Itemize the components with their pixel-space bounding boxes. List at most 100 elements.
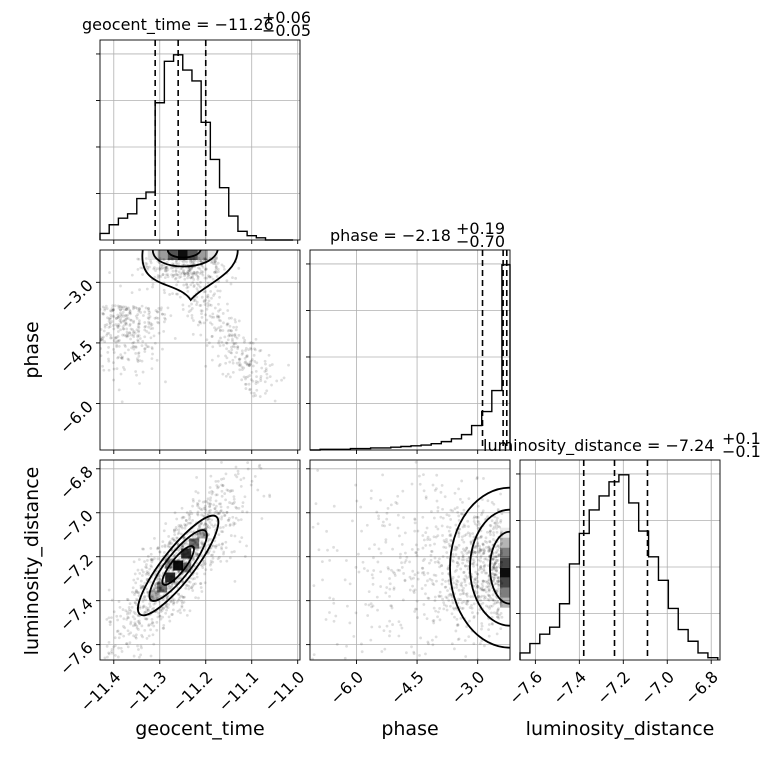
sample-point-luminosity_distance_vs_geocent_time-483 [124, 609, 128, 613]
sample-point-phase_vs_geocent_time-591 [138, 359, 142, 362]
sample-point-phase_vs_geocent_time-90 [169, 314, 173, 318]
sample-point-luminosity_distance_vs_phase-939 [381, 524, 384, 527]
sample-point-phase_vs_geocent_time-649 [125, 308, 128, 311]
sample-point-phase_vs_geocent_time-74 [102, 368, 106, 372]
sample-point-luminosity_distance_vs_phase-270 [489, 529, 492, 533]
sample-point-luminosity_distance_vs_geocent_time-94 [93, 655, 96, 658]
sample-point-luminosity_distance_vs_geocent_time-715 [145, 563, 148, 566]
sample-point-phase_vs_geocent_time-545 [116, 315, 120, 319]
sample-point-phase_vs_geocent_time-500 [100, 339, 103, 342]
sample-point-luminosity_distance_vs_phase-137 [418, 482, 422, 486]
sample-point-phase_vs_geocent_time-653 [165, 273, 168, 277]
sample-point-luminosity_distance_vs_geocent_time-212 [205, 523, 209, 527]
sample-point-phase_vs_geocent_time-508 [136, 360, 140, 363]
contour-phase_vs_geocent_time-2 [166, 250, 202, 259]
sample-point-luminosity_distance_vs_phase-553 [485, 585, 489, 589]
sample-point-phase_vs_geocent_time-691 [115, 316, 118, 320]
sample-point-phase_vs_geocent_time-754 [268, 375, 272, 379]
sample-point-luminosity_distance_vs_geocent_time-200 [220, 515, 224, 519]
sample-point-phase_vs_geocent_time-347 [215, 315, 219, 319]
sample-point-luminosity_distance_vs_geocent_time-360 [188, 517, 191, 521]
sample-point-luminosity_distance_vs_geocent_time-1012 [210, 518, 214, 522]
sample-point-luminosity_distance_vs_geocent_time-798 [206, 497, 210, 501]
sample-point-luminosity_distance_vs_phase-281 [447, 514, 451, 518]
sample-point-phase_vs_geocent_time-494 [109, 309, 112, 313]
sample-point-phase_vs_geocent_time-479 [244, 387, 248, 390]
sample-point-phase_vs_geocent_time-448 [100, 338, 102, 341]
sample-point-luminosity_distance_vs_geocent_time-87 [161, 540, 165, 544]
sample-point-luminosity_distance_vs_geocent_time-949 [211, 560, 215, 564]
sample-point-luminosity_distance_vs_geocent_time-711 [134, 612, 137, 616]
sample-point-luminosity_distance_vs_geocent_time-985 [227, 516, 231, 520]
sample-point-luminosity_distance_vs_geocent_time-719 [152, 586, 156, 590]
sample-point-luminosity_distance_vs_geocent_time-827 [191, 584, 195, 588]
sample-point-luminosity_distance_vs_geocent_time-68 [170, 537, 174, 541]
sample-point-luminosity_distance_vs_phase-502 [416, 571, 420, 575]
sample-point-luminosity_distance_vs_geocent_time-727 [158, 577, 162, 581]
sample-point-luminosity_distance_vs_geocent_time-446 [145, 617, 148, 621]
sample-point-luminosity_distance_vs_phase-365 [405, 555, 409, 559]
y-tick-label-luminosity_distance-3: −7.0 [56, 506, 97, 547]
sample-point-luminosity_distance_vs_phase-858 [492, 563, 496, 567]
sample-point-luminosity_distance_vs_geocent_time-1053 [242, 476, 246, 480]
sample-point-luminosity_distance_vs_geocent_time-1008 [136, 568, 140, 572]
sample-point-luminosity_distance_vs_phase-692 [425, 617, 429, 621]
sample-point-luminosity_distance_vs_geocent_time-812 [228, 501, 231, 504]
sample-point-phase_vs_geocent_time-831 [85, 318, 88, 321]
sample-point-luminosity_distance_vs_phase-399 [480, 639, 484, 643]
sample-point-luminosity_distance_vs_phase-323 [499, 537, 503, 541]
sample-point-luminosity_distance_vs_geocent_time-328 [178, 570, 181, 574]
x-axis-label-geocent-time: geocent_time [135, 718, 264, 740]
sample-point-luminosity_distance_vs_phase-870 [500, 615, 504, 619]
sample-point-phase_vs_geocent_time-12 [174, 260, 178, 264]
sample-point-phase_vs_geocent_time-27 [137, 257, 141, 261]
sample-point-luminosity_distance_vs_phase-76 [437, 595, 441, 598]
sample-point-luminosity_distance_vs_phase-245 [495, 519, 499, 523]
sample-point-luminosity_distance_vs_geocent_time-307 [108, 623, 112, 627]
sample-point-luminosity_distance_vs_phase-708 [487, 598, 491, 602]
sample-point-phase_vs_geocent_time-559 [123, 343, 127, 347]
sample-point-luminosity_distance_vs_phase-311 [494, 566, 498, 570]
density-cell-luminosity_distance_vs_geocent_time-4 [189, 538, 200, 549]
sample-point-phase_vs_geocent_time-829 [137, 329, 141, 333]
sample-point-phase_vs_geocent_time-279 [131, 345, 135, 348]
sample-point-luminosity_distance_vs_phase-913 [475, 515, 479, 519]
title-geocent-time-text: geocent_time = −11.26 [82, 15, 274, 35]
sample-point-phase_vs_geocent_time-109 [161, 266, 164, 270]
sample-point-luminosity_distance_vs_geocent_time-722 [208, 486, 212, 489]
sample-point-luminosity_distance_vs_geocent_time-15 [181, 544, 185, 548]
sample-point-luminosity_distance_vs_geocent_time-258 [142, 595, 146, 599]
sample-point-luminosity_distance_vs_geocent_time-668 [147, 624, 151, 628]
sample-point-phase_vs_geocent_time-632 [204, 257, 207, 261]
sample-point-luminosity_distance_vs_geocent_time-382 [206, 517, 210, 521]
sample-point-luminosity_distance_vs_geocent_time-1034 [169, 585, 173, 589]
sample-point-luminosity_distance_vs_phase-851 [394, 500, 398, 504]
sample-point-luminosity_distance_vs_phase-470 [230, 527, 233, 530]
sample-point-luminosity_distance_vs_geocent_time-393 [126, 610, 129, 614]
sample-point-luminosity_distance_vs_phase-956 [460, 535, 464, 539]
sample-point-luminosity_distance_vs_geocent_time-666 [237, 506, 241, 510]
sample-point-luminosity_distance_vs_geocent_time-395 [233, 522, 237, 525]
sample-point-luminosity_distance_vs_phase-97 [476, 536, 480, 540]
sample-point-phase_vs_geocent_time-312 [115, 367, 119, 371]
sample-point-phase_vs_geocent_time-814 [243, 382, 247, 386]
sample-point-luminosity_distance_vs_phase-832 [434, 635, 438, 639]
sample-point-phase_vs_geocent_time-481 [267, 353, 271, 357]
sample-point-phase_vs_geocent_time-748 [119, 320, 123, 324]
sample-point-phase_vs_geocent_time-405 [164, 269, 168, 273]
sample-point-phase_vs_geocent_time-434 [224, 354, 227, 358]
sample-point-phase_vs_geocent_time-700 [124, 321, 128, 325]
sample-point-luminosity_distance_vs_geocent_time-930 [300, 423, 303, 426]
sample-point-luminosity_distance_vs_phase-285 [487, 594, 491, 597]
sample-point-luminosity_distance_vs_geocent_time-294 [139, 586, 143, 590]
sample-point-phase_vs_geocent_time-235 [185, 286, 189, 290]
sample-point-phase_vs_geocent_time-246 [244, 355, 248, 358]
sample-point-phase_vs_geocent_time-505 [124, 308, 128, 312]
sample-point-luminosity_distance_vs_phase-487 [430, 638, 434, 642]
sample-point-luminosity_distance_vs_phase-287 [464, 655, 468, 658]
sample-point-luminosity_distance_vs_phase-406 [414, 460, 418, 464]
sample-point-phase_vs_geocent_time-79 [123, 313, 127, 317]
sample-point-phase_vs_geocent_time-838 [210, 296, 213, 300]
sample-point-luminosity_distance_vs_geocent_time-787 [166, 586, 170, 590]
sample-point-luminosity_distance_vs_phase-620 [462, 540, 466, 544]
